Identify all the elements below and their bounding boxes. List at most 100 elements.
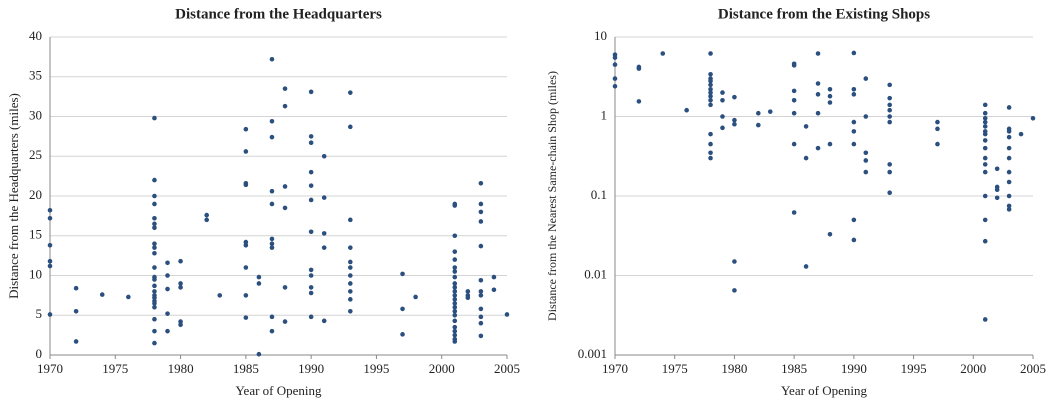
point [452, 339, 458, 344]
point [282, 184, 288, 189]
point [152, 265, 157, 270]
point [348, 273, 353, 278]
x-tick-label: 1995 [363, 361, 389, 376]
point [282, 319, 288, 324]
point [636, 99, 642, 104]
point [1006, 134, 1012, 140]
point [708, 150, 713, 156]
point [452, 281, 458, 286]
point [815, 92, 821, 97]
point [708, 131, 713, 137]
x-tick-label: 1995 [901, 361, 927, 376]
y-tick-label: 35 [29, 68, 42, 83]
point [863, 76, 869, 81]
point [994, 195, 1000, 201]
y-tick-label: 5 [36, 306, 43, 321]
point [732, 288, 737, 293]
point [152, 177, 157, 183]
point [708, 82, 713, 88]
point [165, 273, 170, 278]
point [348, 265, 353, 270]
point [863, 114, 869, 119]
y-tick-label: 25 [29, 147, 42, 162]
point [178, 281, 183, 286]
point [452, 301, 458, 306]
point [348, 308, 353, 314]
point [269, 118, 275, 124]
point [152, 305, 157, 310]
point [803, 264, 809, 269]
point [308, 169, 314, 175]
point [478, 293, 484, 298]
point [1006, 129, 1012, 134]
point [269, 314, 275, 320]
point [1018, 131, 1024, 137]
point [204, 212, 209, 218]
x-tick-label: 1975 [662, 361, 688, 376]
point [708, 51, 713, 56]
point [269, 236, 275, 242]
point [982, 110, 988, 116]
point [851, 119, 857, 125]
point [887, 82, 892, 88]
y-axis-label: Distance from the Headquarters (miles) [6, 93, 21, 299]
point [152, 283, 157, 289]
y-tick-label: 30 [29, 107, 42, 122]
point [165, 328, 170, 334]
x-tick-label: 2000 [960, 361, 986, 376]
y-axis-label: Distance from the Nearest Same-chain Sho… [545, 71, 559, 321]
x-tick-label: 1970 [602, 361, 628, 376]
point [348, 245, 353, 250]
point [452, 257, 458, 262]
point [708, 90, 713, 95]
point [720, 114, 725, 119]
point [791, 110, 797, 116]
x-tick-label: 1980 [721, 361, 747, 376]
point [165, 311, 170, 316]
point [504, 312, 510, 317]
point [452, 249, 458, 254]
point [478, 209, 484, 215]
point [282, 205, 288, 211]
point [827, 100, 833, 105]
point [348, 124, 353, 130]
point [269, 328, 275, 334]
point [720, 125, 725, 131]
point [767, 109, 773, 114]
point [982, 193, 988, 199]
point [243, 239, 249, 245]
point [994, 166, 1000, 172]
point [994, 187, 1000, 193]
point [348, 217, 353, 223]
point [982, 169, 988, 175]
point [815, 145, 821, 151]
point [612, 76, 618, 81]
point [321, 195, 327, 200]
point [452, 269, 458, 274]
point [491, 287, 497, 293]
point [452, 332, 458, 338]
point [791, 88, 797, 94]
point [491, 274, 497, 280]
point [152, 193, 157, 199]
point [478, 277, 484, 283]
point [791, 97, 797, 103]
point [452, 328, 458, 334]
point [178, 258, 183, 264]
point [178, 285, 183, 290]
point [708, 141, 713, 147]
point [73, 339, 79, 344]
point [756, 122, 761, 128]
point [152, 328, 157, 334]
point [708, 155, 713, 161]
point [269, 56, 275, 62]
point [1006, 169, 1012, 175]
point [478, 243, 484, 249]
point [478, 201, 484, 207]
point [152, 245, 157, 250]
point [452, 324, 458, 330]
point [308, 89, 314, 95]
x-tick-label: 1990 [298, 361, 324, 376]
point [308, 140, 314, 146]
point [863, 158, 869, 163]
